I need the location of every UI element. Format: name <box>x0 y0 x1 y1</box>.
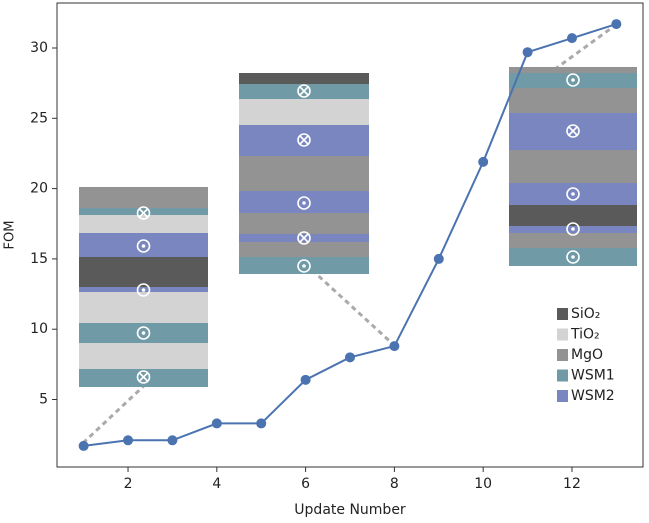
y-axis-label: FOM <box>3 221 18 250</box>
field-cross <box>299 135 309 145</box>
field-cross <box>138 208 149 218</box>
field-cross <box>138 372 149 382</box>
y-tick-label: 10 <box>30 321 48 337</box>
data-point <box>300 374 311 385</box>
data-point <box>478 156 489 167</box>
layer <box>79 187 208 208</box>
x-tick-label: 10 <box>474 476 492 492</box>
x-tick-label: 6 <box>301 476 310 492</box>
field-cross <box>568 126 578 136</box>
legend-swatch <box>557 328 568 341</box>
layer-stack <box>79 187 208 387</box>
legend-label: WSM1 <box>571 368 615 384</box>
y-tick-label: 15 <box>30 251 48 267</box>
layer <box>239 156 369 191</box>
layer <box>239 213 369 234</box>
data-point <box>522 47 533 58</box>
legend-swatch <box>557 369 568 382</box>
field-symbol <box>297 196 311 210</box>
x-tick-label: 8 <box>390 476 399 492</box>
field-symbol <box>297 231 311 245</box>
legend-label: WSM2 <box>571 388 615 404</box>
field-dot <box>571 192 575 196</box>
legend-swatch <box>557 349 568 361</box>
data-point <box>566 33 577 44</box>
field-symbol <box>566 124 580 138</box>
x-tick-label: 2 <box>124 476 133 492</box>
field-dot <box>571 227 575 231</box>
data-point <box>123 435 134 446</box>
field-cross <box>299 86 309 96</box>
field-cross <box>299 233 309 243</box>
layer <box>239 242 369 257</box>
layer-stack <box>509 67 637 266</box>
y-tick-label: 5 <box>39 392 48 408</box>
field-symbol <box>297 84 311 98</box>
data-point <box>345 352 355 363</box>
layer <box>509 88 637 113</box>
connector <box>310 268 397 348</box>
legend-swatch <box>557 390 568 402</box>
layer-stack <box>239 73 369 274</box>
field-dot <box>141 331 146 335</box>
field-dot <box>571 255 575 259</box>
y-tick-label: 25 <box>30 110 48 126</box>
data-point <box>256 418 267 429</box>
field-symbol <box>136 283 151 297</box>
layer <box>239 73 369 84</box>
layer <box>509 205 637 226</box>
layer <box>239 99 369 125</box>
field-symbol <box>136 326 151 340</box>
connector <box>81 380 150 445</box>
field-symbol <box>566 73 580 87</box>
field-symbol <box>566 187 580 201</box>
field-dot <box>141 288 146 292</box>
field-symbol <box>136 206 151 220</box>
layer <box>79 208 208 215</box>
legend-label: TiO₂ <box>570 327 600 343</box>
layer <box>79 292 208 323</box>
plot-frame <box>56 2 644 468</box>
x-tick-label: 4 <box>212 476 221 492</box>
field-symbol <box>566 222 580 236</box>
layer <box>509 150 637 183</box>
layer <box>509 233 637 248</box>
connector <box>539 22 618 82</box>
field-dot <box>141 244 146 248</box>
field-symbol <box>297 259 311 273</box>
x-axis-label: Update Number <box>294 502 406 518</box>
layer <box>79 215 208 233</box>
layer <box>79 257 208 287</box>
data-point <box>433 253 444 264</box>
data-point <box>611 19 622 30</box>
data-point <box>389 341 400 352</box>
field-symbol <box>136 370 151 384</box>
field-dot <box>302 264 306 268</box>
y-tick-label: 30 <box>30 40 48 56</box>
data-point <box>78 440 89 451</box>
field-symbol <box>136 239 151 253</box>
data-point <box>167 435 178 446</box>
field-symbol <box>566 250 580 264</box>
field-symbol <box>297 133 311 147</box>
layer <box>509 67 637 73</box>
x-tick-label: 12 <box>563 476 581 492</box>
legend-swatch <box>557 308 568 320</box>
legend-label: MgO <box>571 347 603 363</box>
y-tick-label: 20 <box>30 181 48 197</box>
field-dot <box>571 78 575 82</box>
data-point <box>211 418 222 429</box>
legend-label: SiO₂ <box>571 306 600 322</box>
layer <box>79 343 208 369</box>
field-dot <box>302 201 306 205</box>
